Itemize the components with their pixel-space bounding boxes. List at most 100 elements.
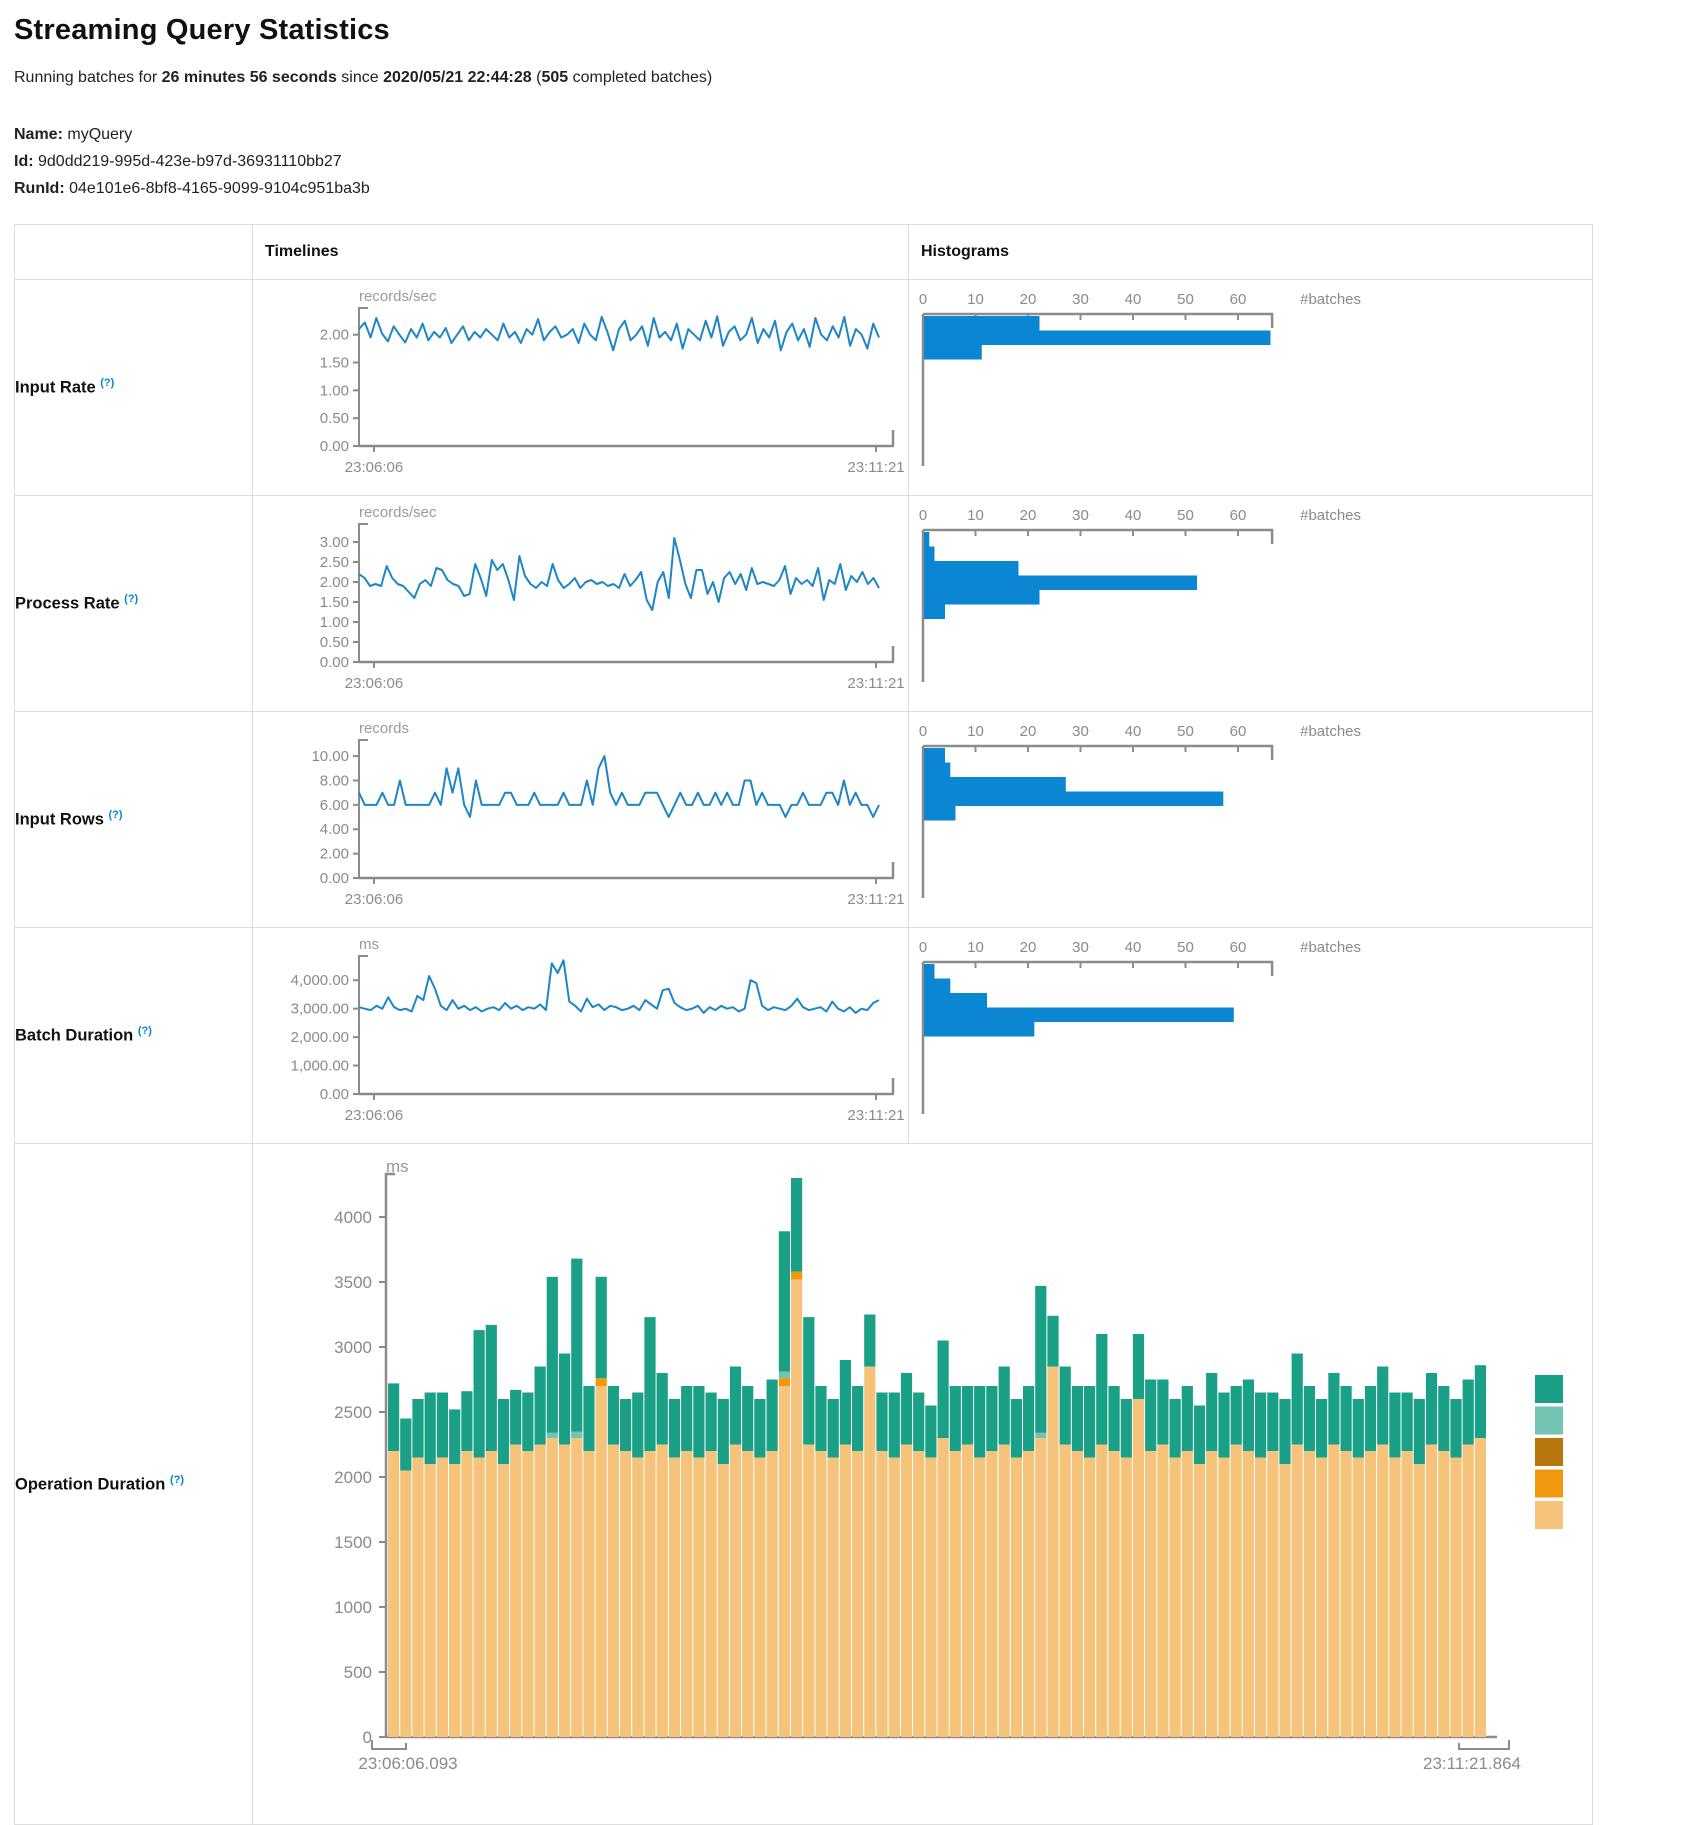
histogram-svg: 0 10 20 30 40 50 60 #batches — [919, 939, 1361, 1114]
svg-text:0.00: 0.00 — [320, 654, 349, 671]
operation-duration-help-icon[interactable]: (?) — [169, 1473, 184, 1486]
process-rate-help-icon[interactable]: (?) — [124, 593, 139, 606]
histogram-bar — [924, 993, 987, 1008]
svg-text:3.00: 3.00 — [320, 534, 349, 551]
svg-text:20: 20 — [1020, 291, 1037, 308]
histogram-svg: 0 10 20 30 40 50 60 #batches — [919, 507, 1361, 682]
op-bar-segment — [876, 1451, 888, 1737]
op-bar-segment — [1206, 1451, 1218, 1737]
op-bar-segment — [1316, 1399, 1328, 1458]
histogram-svg: 0 10 20 30 40 50 60 #batches — [919, 723, 1361, 898]
op-bar-segment — [412, 1457, 424, 1737]
svg-text:1.50: 1.50 — [320, 355, 349, 372]
svg-text:8.00: 8.00 — [320, 772, 349, 789]
operation-duration-label: Operation Duration — [15, 1475, 166, 1494]
svg-text:0: 0 — [363, 1728, 372, 1747]
svg-text:6.00: 6.00 — [320, 797, 349, 814]
op-bar-segment — [607, 1386, 619, 1445]
svg-text:ms: ms — [359, 936, 379, 953]
op-bar-segment — [559, 1444, 571, 1737]
op-bar-segment — [510, 1389, 522, 1445]
completed-batches-count: 505 — [541, 69, 569, 86]
op-bar-segment — [766, 1379, 778, 1451]
op-bar-segment — [1401, 1451, 1413, 1737]
op-bar-segment — [473, 1457, 485, 1737]
op-bar-segment — [1328, 1373, 1340, 1445]
input-rate-help-icon[interactable]: (?) — [100, 377, 115, 390]
legend-swatch — [1535, 1469, 1563, 1498]
op-bar-segment — [754, 1457, 766, 1737]
svg-text:60: 60 — [1230, 939, 1247, 956]
svg-text:2.00: 2.00 — [320, 846, 349, 863]
op-bar-segment — [461, 1451, 473, 1737]
timeline-line — [358, 537, 880, 611]
svg-text:#batches: #batches — [1300, 291, 1361, 308]
op-bar-segment — [937, 1340, 949, 1438]
running-duration: 26 minutes 56 seconds — [161, 69, 337, 86]
batch-duration-timeline-cell: ms 4,000.00 3,000.00 2,000.00 1,000.00 0.00 23… — [252, 927, 909, 1144]
operation-duration-chart-cell: ms 0 500 1000 1500 2000 2500 3000 3500 4000 23:06:… — [252, 1143, 1593, 1825]
op-bar-segment — [876, 1392, 888, 1451]
batch-duration-help-icon[interactable]: (?) — [137, 1025, 152, 1038]
table-header-row: Timelines Histograms — [14, 224, 1593, 280]
histogram-bar — [924, 978, 951, 993]
op-bar-segment — [1010, 1457, 1022, 1737]
op-bar-segment — [534, 1444, 546, 1737]
op-bar-segment — [1474, 1365, 1486, 1438]
process-rate-label: Process Rate — [15, 594, 120, 613]
histogram-svg: 0 10 20 30 40 50 60 #batches — [919, 291, 1361, 466]
op-bar-segment — [1132, 1399, 1145, 1737]
svg-text:23:06:06: 23:06:06 — [345, 891, 403, 908]
op-bar-segment — [583, 1451, 595, 1737]
svg-text:0: 0 — [919, 939, 927, 956]
svg-text:10: 10 — [967, 507, 984, 524]
op-bar-segment — [1035, 1438, 1047, 1737]
op-bar-segment — [1120, 1399, 1132, 1458]
op-bar-segment — [546, 1432, 558, 1438]
operation-duration-label-cell: Operation Duration (?) — [14, 1143, 253, 1825]
svg-text:40: 40 — [1125, 507, 1142, 524]
op-bar-segment — [1157, 1379, 1169, 1445]
op-bar-segment — [986, 1451, 998, 1737]
op-bar-segment — [1413, 1464, 1425, 1737]
op-bar-segment — [1328, 1444, 1340, 1737]
op-bar-segment — [668, 1457, 681, 1737]
input-rows-help-icon[interactable]: (?) — [108, 809, 123, 822]
paren-open: ( — [531, 69, 542, 86]
histogram-bar — [924, 316, 1040, 331]
op-bar-segment — [510, 1444, 522, 1737]
svg-text:23:11:21: 23:11:21 — [847, 891, 904, 908]
legend-swatch — [1535, 1375, 1563, 1403]
svg-text:2000: 2000 — [334, 1468, 372, 1487]
svg-text:23:11:21: 23:11:21 — [847, 1107, 904, 1124]
op-bar-segment — [717, 1464, 729, 1737]
svg-text:40: 40 — [1125, 939, 1142, 956]
op-bar-segment — [1364, 1386, 1377, 1451]
op-bar-segment — [595, 1378, 607, 1386]
header-histograms: Histograms — [908, 224, 1593, 280]
input-rate-label-cell: Input Rate (?) — [14, 279, 253, 496]
op-bar-segment — [1352, 1457, 1364, 1737]
svg-text:0.50: 0.50 — [320, 410, 349, 427]
histogram-bar — [924, 806, 956, 821]
svg-text:20: 20 — [1020, 723, 1037, 740]
op-bar-segment — [1230, 1386, 1242, 1445]
op-bar-segment — [1267, 1392, 1279, 1451]
svg-text:23:11:21: 23:11:21 — [847, 675, 904, 692]
op-bar-segment — [644, 1317, 656, 1451]
op-bar-segment — [1071, 1386, 1083, 1451]
op-bar-segment — [1377, 1444, 1389, 1737]
op-bar-segment — [1450, 1457, 1462, 1737]
svg-text:4000: 4000 — [334, 1208, 372, 1227]
op-bar-segment — [803, 1444, 815, 1737]
op-bar-segment — [559, 1353, 571, 1445]
op-bar-segment — [1193, 1464, 1206, 1737]
process-rate-label-cell: Process Rate (?) — [14, 495, 253, 712]
op-bar-segment — [1120, 1457, 1132, 1737]
op-bar-segment — [449, 1464, 461, 1737]
batch-duration-timeline-chart: ms 4,000.00 3,000.00 2,000.00 1,000.00 0.00 23… — [253, 928, 908, 1143]
op-bar-segment — [400, 1418, 412, 1471]
op-bar-segment — [1084, 1386, 1096, 1458]
op-bar-segment — [742, 1386, 754, 1451]
name-value: myQuery — [67, 126, 133, 143]
